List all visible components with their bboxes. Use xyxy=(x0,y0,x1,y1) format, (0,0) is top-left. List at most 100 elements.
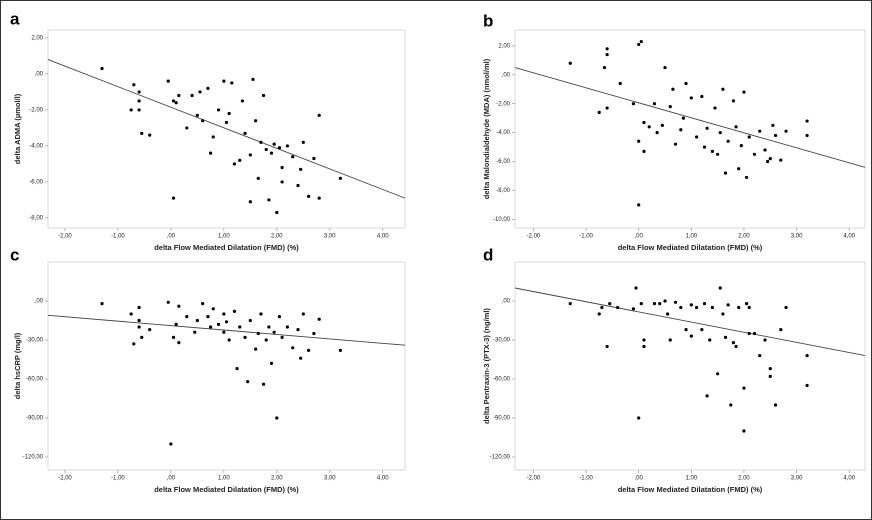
panel-label: a xyxy=(10,9,20,28)
data-point xyxy=(261,382,266,386)
data-point xyxy=(267,198,271,202)
y-tick-label: -2,00 xyxy=(29,107,43,113)
data-point xyxy=(193,330,197,334)
data-point xyxy=(171,335,176,339)
data-point xyxy=(185,126,189,130)
data-point xyxy=(148,133,152,137)
data-point xyxy=(137,318,141,323)
data-point xyxy=(605,52,609,57)
data-point xyxy=(129,312,133,316)
data-point xyxy=(660,123,664,127)
data-point xyxy=(222,312,226,316)
data-point xyxy=(616,305,620,310)
data-point xyxy=(291,346,295,350)
data-point xyxy=(679,128,683,132)
x-tick-label: ,00 xyxy=(635,234,644,240)
x-tick-label: -1,00 xyxy=(111,234,125,240)
y-tick-label: -120,00 xyxy=(490,455,511,461)
data-point xyxy=(637,416,641,420)
x-tick-label: -1,00 xyxy=(111,476,125,482)
data-point xyxy=(254,347,258,351)
data-point xyxy=(600,305,604,310)
data-point xyxy=(259,312,263,316)
data-point xyxy=(637,42,641,47)
data-point xyxy=(285,144,290,148)
data-point xyxy=(605,344,609,349)
data-point xyxy=(752,331,757,336)
data-point xyxy=(731,341,736,345)
data-point xyxy=(637,203,641,207)
x-axis-label: delta Flow Mediated Dilatation (FMD) (%) xyxy=(154,485,299,494)
data-point xyxy=(642,344,646,349)
data-point xyxy=(132,342,136,346)
data-point xyxy=(166,79,170,83)
data-point xyxy=(137,90,141,94)
data-point xyxy=(238,325,242,329)
data-point xyxy=(747,135,751,139)
y-tick-label: -120,00 xyxy=(23,455,44,461)
data-point xyxy=(668,104,672,109)
data-point xyxy=(805,354,809,358)
data-point xyxy=(805,119,809,123)
data-point xyxy=(663,299,667,303)
data-point xyxy=(338,348,342,352)
data-point xyxy=(647,125,651,129)
data-point xyxy=(224,320,229,324)
y-tick-label: -6,00 xyxy=(29,179,43,185)
x-tick-label: 2,00 xyxy=(738,476,750,482)
y-tick-label: -6,00 xyxy=(496,159,510,165)
data-point xyxy=(100,66,104,71)
data-point xyxy=(771,123,775,127)
data-point xyxy=(195,318,199,323)
data-point xyxy=(705,394,709,398)
panel-label: c xyxy=(10,245,19,264)
data-point xyxy=(267,325,271,329)
y-tick-label: ,00 xyxy=(35,299,44,305)
data-point xyxy=(631,307,636,311)
x-tick-label: -2,00 xyxy=(527,234,541,240)
panel-label: d xyxy=(483,245,493,264)
data-point xyxy=(280,335,284,339)
y-tick-label: ,00 xyxy=(502,72,511,78)
x-tick-label: 2,00 xyxy=(271,476,283,482)
data-point xyxy=(768,367,772,371)
x-tick-label: 2,00 xyxy=(271,234,283,240)
data-point xyxy=(708,338,712,342)
trend-line xyxy=(514,287,866,357)
data-point xyxy=(227,338,231,342)
data-point xyxy=(140,335,144,339)
data-point xyxy=(198,90,202,94)
data-point xyxy=(206,86,210,90)
data-point xyxy=(296,328,300,332)
data-point xyxy=(784,305,788,310)
data-point xyxy=(681,116,686,120)
y-tick-label: 2,00 xyxy=(31,35,43,41)
data-point xyxy=(723,171,728,175)
y-axis-label: delta Pentraxin-3 (PTX-3) (ng/ml) xyxy=(482,308,491,424)
data-point xyxy=(652,102,657,106)
data-point xyxy=(618,81,622,86)
data-point xyxy=(739,144,743,148)
x-tick-label: 1,00 xyxy=(685,234,697,240)
plot-area xyxy=(47,261,406,471)
data-point xyxy=(338,176,342,180)
data-point xyxy=(275,210,279,215)
y-tick-label: -10,00 xyxy=(493,217,511,223)
data-point xyxy=(642,120,646,125)
data-point xyxy=(679,305,683,310)
y-tick-label: -8,00 xyxy=(29,215,43,221)
x-tick-label: ,00 xyxy=(167,476,176,482)
data-point xyxy=(137,325,141,329)
data-point xyxy=(694,305,699,310)
panel-label: b xyxy=(483,11,493,30)
data-point xyxy=(248,318,252,323)
data-point xyxy=(201,302,205,306)
data-point xyxy=(254,119,258,123)
x-axis-label: delta Flow Mediated Dilatation (FMD) (%) xyxy=(618,485,763,494)
trend-line xyxy=(514,67,866,168)
data-point xyxy=(190,93,194,98)
data-point xyxy=(694,135,699,139)
data-point xyxy=(275,416,279,420)
x-tick-label: ,00 xyxy=(635,476,644,482)
plot-area xyxy=(47,29,406,229)
